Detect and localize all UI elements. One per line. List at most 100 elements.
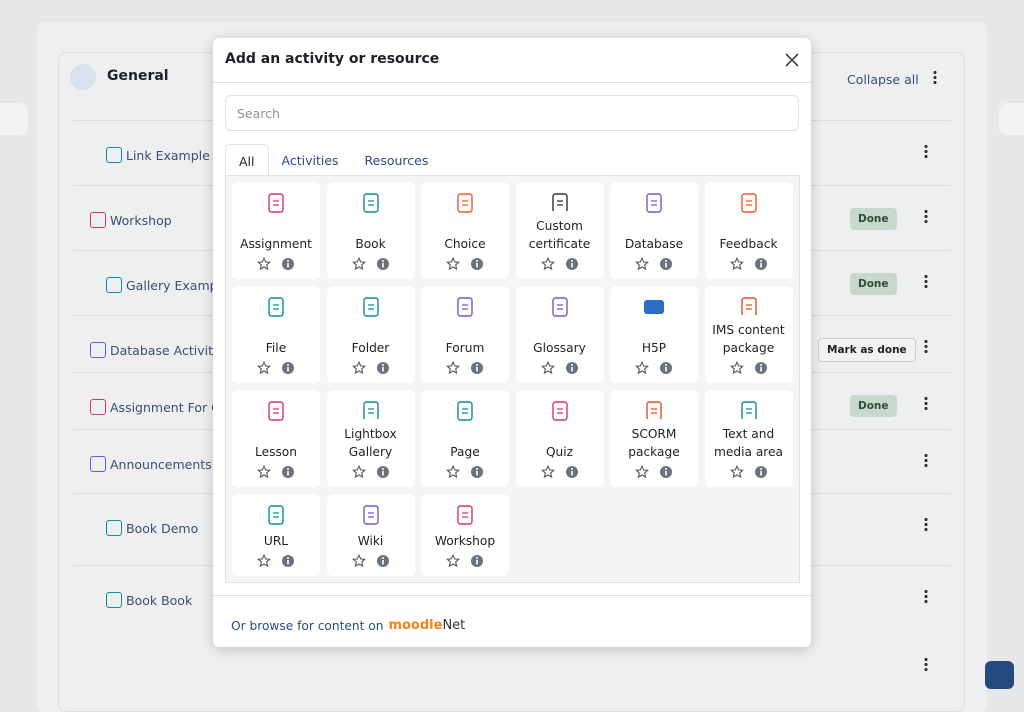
info-button[interactable]: [565, 465, 579, 479]
star-button[interactable]: [540, 257, 555, 271]
activity-tile[interactable]: Feedback: [704, 182, 793, 279]
star-button[interactable]: [446, 361, 460, 375]
info-button[interactable]: [470, 465, 484, 479]
activity-tile[interactable]: Database: [610, 182, 698, 279]
info-button[interactable]: [565, 361, 579, 375]
drawer-toggle-right[interactable]: [999, 103, 1024, 135]
activity-tile[interactable]: Page: [421, 390, 509, 487]
tile-actions: [446, 361, 484, 375]
activity-tile[interactable]: URL: [232, 494, 320, 576]
star-button[interactable]: [635, 361, 649, 375]
star-button[interactable]: [540, 465, 555, 479]
activity-tile[interactable]: Folder: [326, 286, 415, 383]
star-button[interactable]: [257, 361, 271, 375]
completion-button[interactable]: Done: [850, 208, 897, 230]
info-button[interactable]: [754, 257, 768, 271]
close-button[interactable]: [784, 52, 800, 68]
info-button[interactable]: [659, 465, 673, 479]
star-button[interactable]: [446, 257, 460, 271]
star-button[interactable]: [257, 465, 271, 479]
activity-tile[interactable]: Text and media area: [704, 390, 793, 487]
scroll-top[interactable]: [985, 661, 1014, 689]
tab[interactable]: All: [225, 144, 269, 179]
info-button[interactable]: [470, 554, 484, 568]
info-button[interactable]: [281, 257, 295, 271]
star-button[interactable]: [540, 361, 555, 375]
moodlenet-link[interactable]: moodleNet: [388, 618, 465, 633]
tile-actions: [257, 257, 295, 271]
activity-tile[interactable]: Quiz: [515, 390, 604, 487]
info-button[interactable]: [376, 554, 390, 568]
collapse-toggle[interactable]: [70, 64, 96, 90]
star-button[interactable]: [446, 554, 460, 568]
star-button[interactable]: [351, 361, 366, 375]
kebab-menu[interactable]: [924, 453, 928, 467]
info-button[interactable]: [659, 361, 673, 375]
activity-icon: [90, 456, 106, 472]
info-button[interactable]: [376, 257, 390, 271]
activity-tile[interactable]: SCORM package: [610, 390, 698, 487]
collapse-all[interactable]: Collapse all: [847, 72, 919, 87]
activity-tile[interactable]: Wiki: [326, 494, 415, 576]
info-button[interactable]: [754, 465, 768, 479]
kebab-menu[interactable]: [924, 339, 928, 353]
activity-tile[interactable]: Lightbox Gallery: [326, 390, 415, 487]
drawer-toggle[interactable]: [0, 103, 28, 135]
activity-tile[interactable]: File: [232, 286, 320, 383]
activity-tile[interactable]: Workshop: [421, 494, 509, 576]
activity-tile[interactable]: Choice: [421, 182, 509, 279]
activity-tile[interactable]: Custom certificate: [515, 182, 604, 279]
activity-link[interactable]: Book Demo: [126, 521, 199, 536]
activity-link[interactable]: Workshop: [110, 213, 172, 228]
search-input[interactable]: Search: [225, 95, 799, 131]
star-button[interactable]: [351, 554, 366, 568]
info-button[interactable]: [565, 257, 579, 271]
completion-button[interactable]: Done: [850, 395, 897, 417]
kebab-menu[interactable]: [933, 70, 937, 84]
info-button[interactable]: [281, 361, 295, 375]
star-button[interactable]: [729, 361, 744, 375]
completion-button[interactable]: Mark as done: [818, 338, 916, 362]
star-button[interactable]: [729, 257, 744, 271]
kebab-menu[interactable]: [924, 274, 928, 288]
activity-tile[interactable]: IMS content package: [704, 286, 793, 383]
activity-link[interactable]: Book Book: [126, 593, 193, 608]
activity-tile[interactable]: Book: [326, 182, 415, 279]
info-button[interactable]: [281, 465, 295, 479]
activity-link[interactable]: Assignment For G: [110, 400, 221, 415]
activity-link[interactable]: Announcements: [110, 457, 212, 472]
kebab-menu[interactable]: [924, 209, 928, 223]
info-button[interactable]: [754, 361, 768, 375]
activity-tile[interactable]: Glossary: [515, 286, 604, 383]
kebab-menu[interactable]: [924, 144, 928, 158]
activity-tile[interactable]: Forum: [421, 286, 509, 383]
tab[interactable]: Activities: [281, 153, 339, 168]
star-button[interactable]: [635, 465, 649, 479]
info-button[interactable]: [376, 361, 390, 375]
info-button[interactable]: [470, 257, 484, 271]
info-button[interactable]: [659, 257, 673, 271]
kebab-menu[interactable]: [924, 396, 928, 410]
star-button[interactable]: [729, 465, 744, 479]
kebab-menu[interactable]: [924, 657, 928, 671]
activity-tile[interactable]: Assignment: [232, 182, 320, 279]
tab[interactable]: Resources: [364, 153, 429, 168]
icon: [551, 297, 568, 317]
activity-link[interactable]: Gallery Examp: [126, 278, 218, 293]
kebab-menu[interactable]: [924, 517, 928, 531]
completion-button[interactable]: Done: [850, 273, 897, 295]
star-button[interactable]: [257, 554, 271, 568]
info-button[interactable]: [470, 361, 484, 375]
star-button[interactable]: [635, 257, 649, 271]
activity-tile[interactable]: Lesson: [232, 390, 320, 487]
kebab-menu[interactable]: [924, 589, 928, 603]
info-button[interactable]: [376, 465, 390, 479]
info-button[interactable]: [281, 554, 295, 568]
activity-link[interactable]: Link Example: [126, 148, 210, 163]
activity-link[interactable]: Database Activity: [110, 343, 221, 358]
star-button[interactable]: [351, 465, 366, 479]
star-button[interactable]: [257, 257, 271, 271]
star-button[interactable]: [351, 257, 366, 271]
activity-tile[interactable]: H5P: [610, 286, 698, 383]
star-button[interactable]: [446, 465, 460, 479]
